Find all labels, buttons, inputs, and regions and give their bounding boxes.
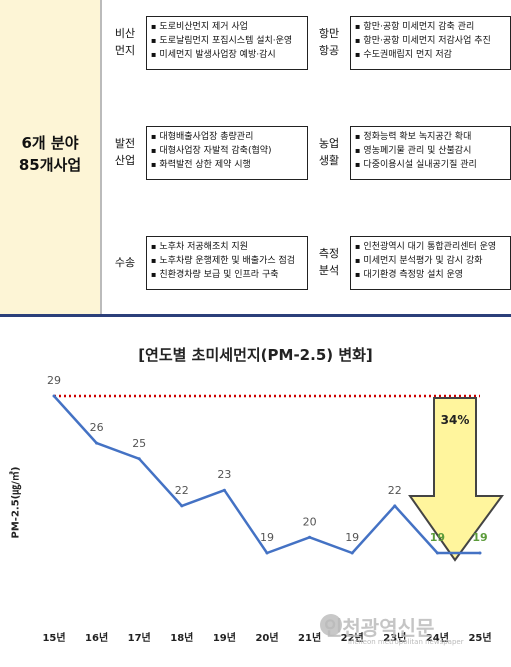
- series-line: [53, 395, 480, 555]
- category-items-2-left: 대형배출사업장 총량관리대형사업장 자발적 감축(협약)화력발전 상한 제약 시…: [146, 126, 308, 180]
- data-label: 29: [47, 374, 61, 387]
- list-item: 수도권매립지 먼지 저감: [355, 48, 506, 62]
- x-tick-label: 17년: [128, 631, 151, 644]
- data-label: 23: [217, 468, 231, 481]
- data-label: 19: [472, 531, 487, 544]
- list-item: 도로비산먼지 제거 사업: [151, 20, 303, 34]
- left-label-line2: 85개사업: [18, 156, 82, 174]
- category-items-1-left: 도로비산먼지 제거 사업도로날림먼지 포집시스템 설치·운영미세먼지 발생사업장…: [146, 16, 308, 70]
- x-tick-label: 19년: [213, 631, 236, 644]
- summary-left-column: 6개 분야 85개사업: [0, 0, 102, 314]
- data-point: [308, 535, 312, 539]
- data-point: [137, 457, 141, 461]
- data-point: [435, 551, 439, 555]
- data-point: [95, 441, 99, 445]
- chart-title: [연도별 초미세먼지(PM-2.5) 변화]: [138, 346, 373, 364]
- category-label-2-left: 발전 산업: [114, 137, 136, 167]
- watermark-subtext: incheon metropolitan newspaper: [348, 638, 464, 646]
- x-tick-label: 22년: [341, 631, 364, 644]
- x-tick-label: 25년: [468, 631, 491, 644]
- left-label-line1: 6개 분야: [21, 134, 79, 152]
- category-items-3-left: 노후차 저공해조치 지원노후차량 운행제한 및 배출가스 점검친환경차량 보급 …: [146, 236, 308, 290]
- data-label: 20: [303, 515, 317, 528]
- data-point: [478, 551, 482, 555]
- x-tick-label: 15년: [42, 631, 65, 644]
- data-label: 22: [388, 484, 402, 497]
- category-label-1-right: 항만 항공: [318, 27, 340, 57]
- data-label: 19: [260, 531, 274, 544]
- category-label-3-right: 측정 분석: [318, 247, 340, 277]
- data-point: [350, 551, 354, 555]
- list-item: 대형배출사업장 총량관리: [151, 130, 303, 144]
- list-item: 다중이용시설 실내공기질 관리: [355, 158, 506, 172]
- data-point: [393, 504, 397, 508]
- category-items-1-right: 항만·공항 미세먼지 감축 관리항만·공항 미세먼지 저감사업 추진수도권매립지…: [350, 16, 511, 70]
- reduction-arrow: [408, 397, 504, 562]
- list-item: 화력발전 상한 제약 시행: [151, 158, 303, 172]
- list-item: 미세먼지 발생사업장 예방·감시: [151, 48, 303, 62]
- data-label: 22: [175, 484, 189, 497]
- category-label-3-left: 수송: [114, 255, 136, 269]
- x-tick-label: 24년: [426, 631, 449, 644]
- list-item: 미세먼지 분석평가 및 감시 강화: [355, 254, 506, 268]
- x-tick-label: 16년: [85, 631, 108, 644]
- section-divider: [0, 314, 511, 317]
- category-label-2-right: 농업 생활: [318, 137, 340, 167]
- list-item: 대형사업장 자발적 감축(협약): [151, 144, 303, 158]
- data-label: 19: [430, 531, 445, 544]
- policy-summary-table: 6개 분야 85개사업 비산먼지 도로비산먼지 제거 사업도로날림먼지 포집시스템…: [0, 0, 511, 318]
- summary-left-label: 6개 분야 85개사업: [0, 132, 100, 176]
- data-point: [265, 551, 269, 555]
- list-item: 영농폐기물 관리 및 산불감시: [355, 144, 506, 158]
- data-label: 26: [90, 421, 104, 434]
- data-point: [180, 504, 184, 508]
- category-items-3-right: 인천광역시 대기 통합관리센터 운영미세먼지 분석평가 및 감시 강화대기환경 …: [350, 236, 511, 290]
- list-item: 친환경차량 보급 및 인프라 구축: [151, 268, 303, 282]
- list-item: 노후차 저공해조치 지원: [151, 240, 303, 254]
- category-items-2-right: 정화능력 확보 녹지공간 확대영농폐기물 관리 및 산불감시다중이용시설 실내공…: [350, 126, 511, 180]
- pm25-line-chart: 34% 29 15년 26 16년 25 17년 22 18년 23 19년 19 20년 20 21년 19…: [42, 374, 504, 644]
- list-item: 노후차량 운행제한 및 배출가스 점검: [151, 254, 303, 268]
- list-item: 정화능력 확보 녹지공간 확대: [355, 130, 506, 144]
- newspaper-logo-icon: [320, 614, 342, 636]
- watermark-text: 인천광역신문: [324, 616, 435, 640]
- x-tick-label: 18년: [170, 631, 193, 644]
- list-item: 대기환경 측정망 설치 운영: [355, 268, 506, 282]
- list-item: 항만·공항 미세먼지 감축 관리: [355, 20, 506, 34]
- reduction-annotation: 34%: [441, 413, 470, 427]
- list-item: 인천광역시 대기 통합관리센터 운영: [355, 240, 506, 254]
- category-label-1-left: 비산 먼지: [114, 27, 136, 57]
- data-point: [222, 488, 226, 492]
- x-tick-label: 21년: [298, 631, 321, 644]
- data-point: [52, 394, 56, 398]
- list-item: 항만·공항 미세먼지 저감사업 추진: [355, 34, 506, 48]
- list-item: 도로날림먼지 포집시스템 설치·운영: [151, 34, 303, 48]
- data-label: 19: [345, 531, 359, 544]
- x-tick-label: 23년: [383, 631, 406, 644]
- data-label: 25: [132, 437, 146, 450]
- x-tick-label: 20년: [255, 631, 278, 644]
